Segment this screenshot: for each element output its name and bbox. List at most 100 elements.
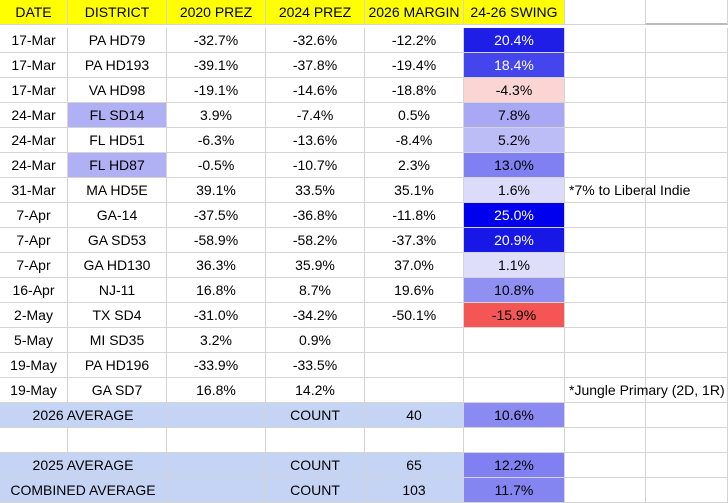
empty-cell[interactable] (565, 303, 646, 328)
summary-label[interactable]: 2026 AVERAGE (0, 403, 167, 428)
district-cell[interactable]: VA HD98 (68, 78, 167, 103)
empty-cell[interactable] (646, 253, 728, 278)
empty-cell[interactable] (565, 378, 646, 403)
margin-2026-cell[interactable]: 35.1% (365, 178, 464, 203)
summary-count[interactable]: 103 (365, 478, 464, 503)
empty-cell[interactable] (646, 353, 728, 378)
empty-cell[interactable] (646, 453, 728, 478)
margin-2026-cell[interactable] (365, 353, 464, 378)
summary-count[interactable]: 65 (365, 453, 464, 478)
district-cell[interactable]: GA HD130 (68, 253, 167, 278)
summary-label[interactable]: COMBINED AVERAGE (0, 478, 167, 503)
empty-cell[interactable] (565, 403, 646, 428)
prez-2024-cell[interactable]: -10.7% (266, 153, 365, 178)
empty-cell[interactable] (167, 403, 266, 428)
header-24-26-swing[interactable]: 24-26 SWING (464, 0, 565, 25)
prez-2024-cell[interactable]: 33.5% (266, 178, 365, 203)
district-cell[interactable]: TX SD4 (68, 303, 167, 328)
empty-cell[interactable] (646, 53, 728, 78)
prez-2024-cell[interactable]: -34.2% (266, 303, 365, 328)
summary-label[interactable]: 2025 AVERAGE (0, 453, 167, 478)
empty-cell[interactable] (565, 428, 646, 453)
summary-value[interactable]: 11.7% (464, 478, 565, 503)
date-cell[interactable]: 16-Apr (0, 278, 68, 303)
district-cell[interactable]: PA HD193 (68, 53, 167, 78)
summary-value[interactable]: 12.2% (464, 453, 565, 478)
empty-cell[interactable] (646, 428, 728, 453)
prez-2024-cell[interactable]: 0.9% (266, 328, 365, 353)
prez-2020-cell[interactable]: -32.7% (167, 28, 266, 53)
district-cell[interactable]: GA SD7 (68, 378, 167, 403)
margin-2026-cell[interactable]: -11.8% (365, 203, 464, 228)
empty-cell[interactable] (565, 0, 646, 25)
empty-cell[interactable] (646, 78, 728, 103)
header-2020-prez[interactable]: 2020 PREZ (167, 0, 266, 25)
date-cell[interactable]: 17-Mar (0, 53, 68, 78)
date-cell[interactable]: 19-May (0, 353, 68, 378)
swing-cell[interactable] (464, 353, 565, 378)
margin-2026-cell[interactable] (365, 328, 464, 353)
swing-cell[interactable]: 1.6% (464, 178, 565, 203)
empty-cell[interactable] (565, 128, 646, 153)
district-cell[interactable]: FL HD51 (68, 128, 167, 153)
date-cell[interactable]: 2-May (0, 303, 68, 328)
margin-2026-cell[interactable]: 0.5% (365, 103, 464, 128)
swing-cell[interactable]: 10.8% (464, 278, 565, 303)
margin-2026-cell[interactable]: -18.8% (365, 78, 464, 103)
swing-cell[interactable] (464, 378, 565, 403)
prez-2024-cell[interactable]: -7.4% (266, 103, 365, 128)
prez-2020-cell[interactable]: 36.3% (167, 253, 266, 278)
empty-cell[interactable] (565, 153, 646, 178)
margin-2026-cell[interactable]: 2.3% (365, 153, 464, 178)
empty-cell[interactable] (646, 328, 728, 353)
empty-cell[interactable] (646, 403, 728, 428)
summary-count-label[interactable]: COUNT (266, 403, 365, 428)
prez-2020-cell[interactable]: 16.8% (167, 278, 266, 303)
prez-2020-cell[interactable]: -19.1% (167, 78, 266, 103)
date-cell[interactable]: 5-May (0, 328, 68, 353)
swing-cell[interactable]: -15.9% (464, 303, 565, 328)
date-cell[interactable]: 24-Mar (0, 103, 68, 128)
empty-cell[interactable] (646, 128, 728, 153)
district-cell[interactable]: PA HD79 (68, 28, 167, 53)
empty-cell[interactable] (565, 478, 646, 503)
empty-cell[interactable] (0, 428, 68, 453)
margin-2026-cell[interactable]: 37.0% (365, 253, 464, 278)
date-cell[interactable]: 24-Mar (0, 153, 68, 178)
empty-cell[interactable] (167, 453, 266, 478)
prez-2024-cell[interactable]: 35.9% (266, 253, 365, 278)
district-cell[interactable]: GA-14 (68, 203, 167, 228)
margin-2026-cell[interactable] (365, 378, 464, 403)
date-cell[interactable]: 17-Mar (0, 28, 68, 53)
prez-2020-cell[interactable]: -6.3% (167, 128, 266, 153)
empty-cell[interactable] (646, 228, 728, 253)
district-cell[interactable]: GA SD53 (68, 228, 167, 253)
date-cell[interactable]: 24-Mar (0, 128, 68, 153)
empty-cell[interactable] (565, 253, 646, 278)
header-2024-prez[interactable]: 2024 PREZ (266, 0, 365, 25)
empty-cell[interactable] (167, 478, 266, 503)
swing-cell[interactable]: 20.4% (464, 28, 565, 53)
header-district[interactable]: DISTRICT (68, 0, 167, 25)
summary-count-label[interactable]: COUNT (266, 453, 365, 478)
prez-2020-cell[interactable]: -0.5% (167, 153, 266, 178)
swing-cell[interactable]: -4.3% (464, 78, 565, 103)
prez-2020-cell[interactable]: -37.5% (167, 203, 266, 228)
prez-2024-cell[interactable]: -14.6% (266, 78, 365, 103)
summary-count-label[interactable]: COUNT (266, 478, 365, 503)
summary-value[interactable]: 10.6% (464, 403, 565, 428)
empty-cell[interactable] (646, 0, 728, 25)
swing-cell[interactable]: 7.8% (464, 103, 565, 128)
empty-cell[interactable] (565, 328, 646, 353)
empty-cell[interactable] (167, 428, 266, 453)
date-cell[interactable]: 17-Mar (0, 78, 68, 103)
swing-cell[interactable]: 13.0% (464, 153, 565, 178)
prez-2024-cell[interactable]: -36.8% (266, 203, 365, 228)
empty-cell[interactable] (565, 228, 646, 253)
empty-cell[interactable] (266, 428, 365, 453)
empty-cell[interactable] (565, 53, 646, 78)
prez-2020-cell[interactable]: 16.8% (167, 378, 266, 403)
empty-cell[interactable] (365, 428, 464, 453)
empty-cell[interactable] (646, 28, 728, 53)
margin-2026-cell[interactable]: -8.4% (365, 128, 464, 153)
